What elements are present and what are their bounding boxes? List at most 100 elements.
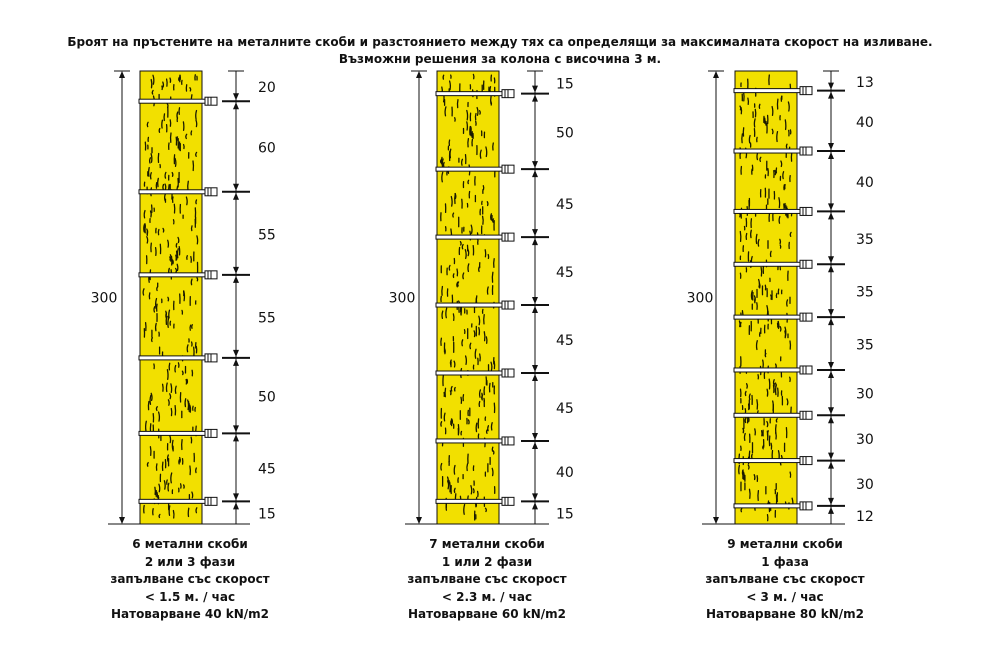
- grain-stroke: [185, 196, 188, 206]
- grain-stroke: [757, 238, 760, 247]
- grain-stroke: [168, 362, 171, 371]
- grain-stroke: [478, 326, 481, 336]
- grain-stroke: [164, 171, 167, 179]
- grain-stroke: [469, 342, 472, 350]
- metal-clamp: [435, 368, 515, 378]
- grain-stroke: [150, 153, 153, 163]
- caption-line: запълване със скорост: [407, 572, 567, 586]
- grain-stroke: [449, 481, 451, 493]
- arrowhead: [532, 85, 538, 93]
- clamp-bar: [138, 498, 206, 504]
- arrowhead: [713, 71, 719, 78]
- grain-stroke: [742, 427, 745, 434]
- grain-stroke: [448, 264, 451, 271]
- grain-stroke: [762, 359, 764, 368]
- segment-label: 60: [258, 141, 276, 157]
- clamp-bar: [733, 88, 801, 94]
- grain-stroke: [483, 331, 486, 342]
- grain-stroke: [169, 254, 172, 262]
- grain-stroke: [144, 420, 147, 432]
- grain-stroke: [170, 472, 173, 484]
- grain-stroke: [789, 231, 792, 237]
- metal-clamp: [733, 86, 813, 96]
- grain-stroke: [461, 339, 464, 347]
- clamp-bar: [435, 234, 503, 240]
- grain-stroke: [488, 382, 491, 393]
- grain-stroke: [485, 429, 489, 434]
- arrowhead: [532, 502, 538, 510]
- grain-stroke: [449, 390, 452, 396]
- arrowhead: [828, 256, 834, 264]
- grain-stroke: [190, 436, 193, 444]
- caption-column-2: 7 метални скоби 1 или 2 фази запълване с…: [357, 536, 617, 624]
- grain-stroke: [453, 386, 456, 392]
- title-line-1: Броят на пръстените на металните скоби и…: [67, 35, 933, 49]
- grain-stroke: [195, 109, 198, 121]
- grain-stroke: [162, 183, 165, 190]
- grain-stroke: [461, 243, 464, 250]
- grain-stroke: [146, 121, 149, 128]
- arrowhead: [828, 407, 834, 415]
- arrowhead: [532, 170, 538, 178]
- grain-stroke: [182, 484, 185, 489]
- clamp-bar: [138, 272, 206, 278]
- grain-stroke: [167, 239, 170, 248]
- grain-stroke: [766, 420, 769, 428]
- arrowhead: [828, 152, 834, 160]
- caption-line: 6 метални скоби: [132, 537, 248, 551]
- arrowhead: [532, 161, 538, 169]
- grain-stroke: [174, 364, 177, 373]
- grain-stroke: [167, 315, 170, 321]
- total-height-label: 300: [389, 291, 416, 307]
- total-height-label: 300: [687, 291, 714, 307]
- arrowhead: [532, 374, 538, 381]
- arrowhead: [828, 318, 834, 326]
- arrowhead: [233, 425, 239, 433]
- grain-stroke: [470, 485, 473, 495]
- caption-line: 1 или 2 фази: [441, 554, 533, 569]
- metal-clamp: [435, 164, 515, 174]
- grain-stroke: [174, 157, 177, 168]
- metal-clamp: [733, 456, 813, 466]
- grain-stroke: [463, 503, 466, 515]
- metal-clamp: [733, 365, 813, 375]
- grain-stroke: [789, 471, 792, 478]
- grain-stroke: [191, 324, 193, 329]
- grain-stroke: [444, 106, 447, 117]
- clamp-bar: [138, 355, 206, 361]
- arrowhead: [233, 275, 239, 283]
- grain-stroke: [176, 136, 179, 141]
- grain-stroke: [176, 263, 179, 272]
- grain-stroke: [169, 393, 172, 400]
- metal-clamp: [138, 187, 218, 197]
- clamp-bar: [733, 458, 801, 464]
- clamp-bar: [733, 208, 801, 214]
- metal-clamp: [435, 300, 515, 310]
- grain-stroke: [478, 389, 482, 398]
- grain-stroke: [152, 74, 155, 85]
- grain-stroke: [171, 171, 174, 177]
- segment-label: 20: [258, 80, 276, 96]
- grain-stroke: [177, 362, 180, 368]
- clamp-bar: [435, 91, 503, 97]
- metal-clamp: [733, 501, 813, 511]
- grain-stroke: [167, 482, 170, 492]
- grain-stroke: [149, 210, 152, 218]
- grain-stroke: [460, 158, 464, 166]
- grain-stroke: [467, 263, 470, 273]
- grain-stroke: [450, 385, 453, 392]
- arrowhead: [233, 93, 239, 101]
- segment-label: 45: [258, 461, 276, 477]
- grain-stroke: [750, 229, 752, 239]
- grain-stroke: [768, 378, 771, 390]
- grain-stroke: [165, 382, 168, 393]
- grain-stroke: [446, 476, 449, 483]
- segment-label: 13: [856, 75, 874, 91]
- grain-stroke: [753, 295, 756, 303]
- grain-stroke: [174, 385, 177, 394]
- metal-clamp: [138, 353, 218, 363]
- caption-line: 1 фаза: [761, 554, 809, 569]
- arrowhead: [233, 192, 239, 200]
- grain-stroke: [466, 121, 469, 131]
